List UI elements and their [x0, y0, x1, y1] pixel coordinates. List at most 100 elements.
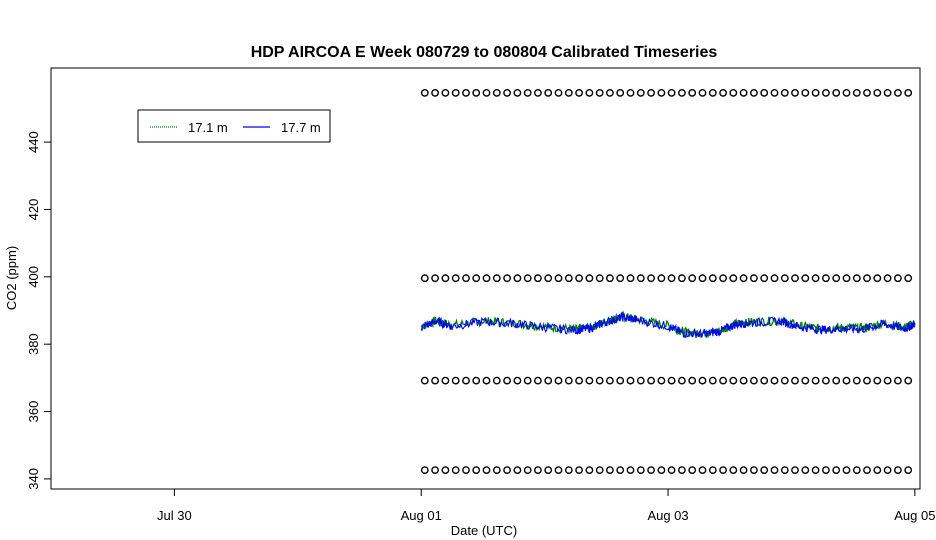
- legend: 17.1 m 17.7 m: [137, 109, 331, 143]
- calibration-point: [585, 466, 594, 474]
- calibration-point: [842, 466, 851, 474]
- calibration-point: [544, 376, 553, 385]
- calibration-point: [698, 466, 707, 474]
- calibration-point: [451, 376, 460, 385]
- calibration-point: [698, 376, 707, 385]
- calibration-point: [554, 376, 563, 385]
- calibration-point: [873, 466, 882, 474]
- calibration-point: [780, 376, 789, 385]
- calibration-point: [472, 274, 481, 283]
- calibration-point: [616, 466, 625, 474]
- calibration-point: [647, 376, 655, 385]
- calibration-point: [585, 376, 594, 385]
- calibration-point: [873, 376, 882, 385]
- calibration-point: [822, 376, 830, 385]
- legend-box: [137, 109, 331, 143]
- calibration-point: [534, 466, 542, 474]
- calibration-point: [523, 376, 532, 385]
- calibration-point: [688, 274, 697, 283]
- calibration-point: [564, 376, 573, 385]
- y-tick-label: 400: [26, 266, 41, 288]
- calibration-point: [842, 89, 851, 97]
- y-tick-label: 380: [26, 333, 41, 355]
- calibration-point: [451, 274, 460, 283]
- calibration-point: [791, 89, 799, 97]
- calibration-point: [616, 376, 625, 385]
- calibration-point: [616, 89, 625, 97]
- calibration-point: [852, 274, 861, 283]
- calibration-point: [420, 89, 429, 97]
- calibration-point: [822, 466, 830, 474]
- calibration-point: [523, 274, 532, 283]
- calibration-point: [678, 466, 686, 474]
- calibration-point: [595, 89, 604, 97]
- calibration-point: [873, 89, 882, 97]
- calibration-point: [492, 466, 501, 474]
- calibration-point: [626, 274, 635, 283]
- calibration-point: [801, 274, 810, 283]
- calibration-point: [708, 466, 717, 474]
- calibration-point: [616, 274, 625, 283]
- calibration-point: [564, 274, 573, 283]
- calibration-point: [606, 376, 614, 385]
- calibration-point: [750, 89, 758, 97]
- calibration-point: [492, 274, 501, 283]
- calibration-point: [791, 274, 799, 283]
- calibration-point: [863, 376, 871, 385]
- calibration-point: [420, 274, 429, 283]
- y-tick-label: 340: [26, 468, 41, 490]
- calibration-point: [431, 89, 439, 97]
- calibration-point: [472, 466, 481, 474]
- calibration-point: [575, 89, 583, 97]
- calibration-point: [863, 89, 871, 97]
- calibration-point: [451, 466, 460, 474]
- y-tick-label: 360: [26, 401, 41, 423]
- y-axis-label: CO2 (ppm): [4, 246, 19, 310]
- calibration-point: [544, 274, 553, 283]
- calibration-point: [636, 274, 645, 283]
- calibration-point: [492, 376, 501, 385]
- calibration-point: [462, 89, 470, 97]
- calibration-point: [760, 466, 769, 474]
- calibration-point: [904, 89, 913, 97]
- calibration-point: [719, 376, 727, 385]
- calibration-point: [883, 89, 892, 97]
- calibration-point: [729, 376, 738, 385]
- calibration-point: [791, 376, 799, 385]
- calibration-point: [636, 466, 645, 474]
- calibration-point: [667, 466, 676, 474]
- calibration-point: [595, 466, 604, 474]
- calibration-point: [883, 274, 892, 283]
- calibration-point: [688, 89, 697, 97]
- calibration-point: [482, 89, 491, 97]
- calibration-point: [780, 466, 789, 474]
- calibration-point: [503, 274, 511, 283]
- calibration-point: [462, 466, 470, 474]
- calibration-point: [492, 89, 501, 97]
- y-tick-label: 440: [26, 131, 41, 153]
- x-tick-label: Aug 03: [647, 508, 688, 523]
- calibration-point: [554, 274, 563, 283]
- calibration-point: [554, 466, 563, 474]
- calibration-point: [863, 466, 871, 474]
- calibration-point: [657, 274, 666, 283]
- calibration-point: [760, 274, 769, 283]
- calibration-point: [647, 89, 655, 97]
- calibration-point: [657, 466, 666, 474]
- calibration-point: [760, 89, 769, 97]
- calibration-point: [688, 466, 697, 474]
- calibration-point: [564, 466, 573, 474]
- calibration-point: [575, 376, 583, 385]
- calibration-point: [585, 274, 594, 283]
- calibration-point: [626, 376, 635, 385]
- calibration-point: [472, 89, 481, 97]
- calibration-point: [894, 89, 902, 97]
- calibration-point: [678, 376, 686, 385]
- calibration-point: [729, 274, 738, 283]
- calibration-point: [513, 376, 522, 385]
- calibration-point: [894, 376, 902, 385]
- calibration-point: [708, 89, 717, 97]
- calibration-point: [503, 376, 511, 385]
- calibration-point: [852, 89, 861, 97]
- x-tick-label: Aug 05: [894, 508, 935, 523]
